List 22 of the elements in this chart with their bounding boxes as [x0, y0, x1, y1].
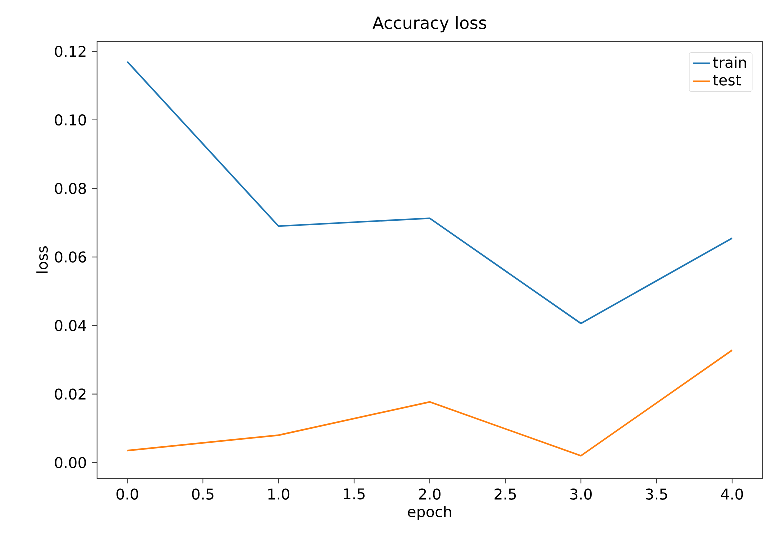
legend-label: test [713, 75, 742, 86]
y-tick-label: 0.04 [55, 320, 86, 332]
x-tick-label: 2.5 [494, 488, 516, 500]
x-tick-label: 2.0 [419, 488, 441, 500]
y-axis-title: loss [36, 246, 48, 273]
x-tick-label: 0.5 [192, 488, 214, 500]
x-tick-label: 1.5 [344, 488, 365, 500]
y-tick-label: 0.02 [55, 388, 86, 400]
x-tick-label: 0.0 [116, 488, 138, 500]
line-series [126, 350, 734, 457]
y-tick-label: 0.12 [55, 46, 86, 58]
x-tick-label: 1.0 [268, 488, 290, 500]
chart-title: Accuracy loss [372, 16, 486, 33]
y-tick-label: 0.08 [55, 183, 86, 194]
x-tick-label: 3.0 [570, 488, 592, 500]
x-axis-title: epoch [408, 506, 452, 520]
y-tick-label: 0.00 [55, 457, 86, 468]
legend-label: train [713, 56, 746, 68]
x-tick-label: 4.0 [721, 488, 744, 500]
y-tick-label: 0.10 [55, 114, 86, 126]
y-tick-label: 0.06 [55, 252, 86, 263]
x-tick-label: 3.5 [646, 488, 668, 500]
